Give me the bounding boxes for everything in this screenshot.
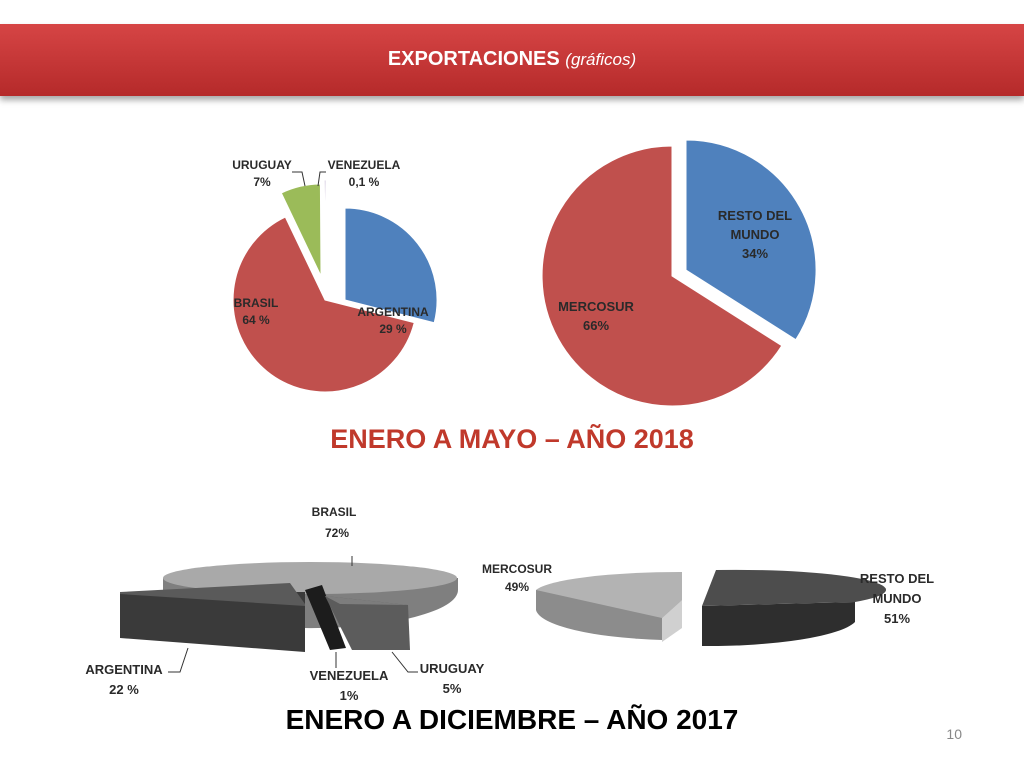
label-brasil-2017-value: 72%	[325, 526, 349, 540]
slice-2018-resto-del-mundo	[685, 139, 817, 341]
slide-title-sub: (gráficos)	[565, 50, 637, 69]
label-argentina-2018-name: ARGENTINA	[357, 305, 429, 319]
slice-2017-venezuela	[305, 585, 346, 650]
label-resto-2017-name2: MUNDO	[872, 591, 921, 606]
label-resto-2017-value: 51%	[884, 611, 910, 626]
label-mercosur-2018-name: MERCOSUR	[558, 299, 634, 314]
leader-argentina-2017	[168, 647, 189, 673]
label-argentina-2017-name: ARGENTINA	[85, 662, 163, 677]
label-venezuela-2018-value: 0,1 %	[349, 175, 380, 189]
section-title-2017: ENERO A DICIEMBRE – AÑO 2017	[285, 704, 739, 735]
label-argentina-2018-value: 29 %	[379, 322, 407, 336]
leader-venezuela-2018	[317, 171, 326, 187]
slice-2017-mercosur	[536, 571, 682, 618]
label-brasil-2018-value: 64 %	[242, 313, 270, 327]
chart-2018-regions: RESTO DEL MUNDO 34% MERCOSUR 66%	[541, 139, 817, 407]
section-title-2018: ENERO A MAYO – AÑO 2018	[330, 424, 694, 454]
header-band	[0, 24, 1024, 96]
chart-2018-countries: URUGUAY 7% VENEZUELA 0,1 % BRASIL 64 % A…	[232, 158, 438, 393]
slice-2017-resto	[702, 569, 887, 606]
label-mercosur-2017-name: MERCOSUR	[482, 562, 552, 576]
slice-2018-argentina	[344, 207, 438, 324]
slice-2018-brasil	[232, 216, 415, 393]
label-resto-2018-name2: MUNDO	[730, 227, 779, 242]
slice-2017-resto-side	[702, 602, 855, 647]
slice-2017-argentina	[120, 583, 305, 606]
label-mercosur-2017-value: 49%	[505, 580, 529, 594]
chart-2017-countries: BRASIL 72% ARGENTINA 22 % VENEZUELA 1% U…	[85, 505, 484, 703]
label-resto-2018-value: 34%	[742, 246, 768, 261]
slice-2018-mercosur	[541, 145, 783, 407]
slice-2017-uruguay-top	[325, 596, 408, 605]
leader-uruguay-2018	[292, 171, 306, 187]
label-venezuela-2017-name: VENEZUELA	[310, 668, 389, 683]
label-resto-2017-name1: RESTO DEL	[860, 571, 934, 586]
slide-title-main: EXPORTACIONES	[387, 48, 560, 70]
slice-2017-uruguay	[325, 596, 410, 650]
label-argentina-2017-value: 22 %	[109, 682, 139, 697]
slice-2018-venezuela	[323, 179, 327, 273]
chart-2017-regions: MERCOSUR 49% RESTO DEL MUNDO 51%	[482, 562, 934, 647]
label-uruguay-2017-value: 5%	[443, 681, 462, 696]
label-uruguay-2018-value: 7%	[253, 175, 271, 189]
slice-2018-uruguay	[280, 183, 322, 277]
slide-title: EXPORTACIONES (gráficos)	[0, 48, 1024, 71]
label-venezuela-2018-name: VENEZUELA	[328, 158, 401, 172]
label-mercosur-2018-value: 66%	[583, 318, 609, 333]
label-venezuela-2017-value: 1%	[340, 688, 359, 703]
label-brasil-2017-name: BRASIL	[312, 505, 357, 519]
slice-2017-argentina-side	[120, 592, 305, 652]
leader-uruguay-2017	[391, 651, 418, 673]
slice-2017-mercosur-cut	[662, 600, 682, 642]
label-resto-2018-name1: RESTO DEL	[718, 208, 792, 223]
page-number: 10	[946, 726, 962, 742]
label-brasil-2018-name: BRASIL	[234, 296, 279, 310]
label-uruguay-2017-name: URUGUAY	[420, 661, 485, 676]
label-uruguay-2018-name: URUGUAY	[232, 158, 292, 172]
